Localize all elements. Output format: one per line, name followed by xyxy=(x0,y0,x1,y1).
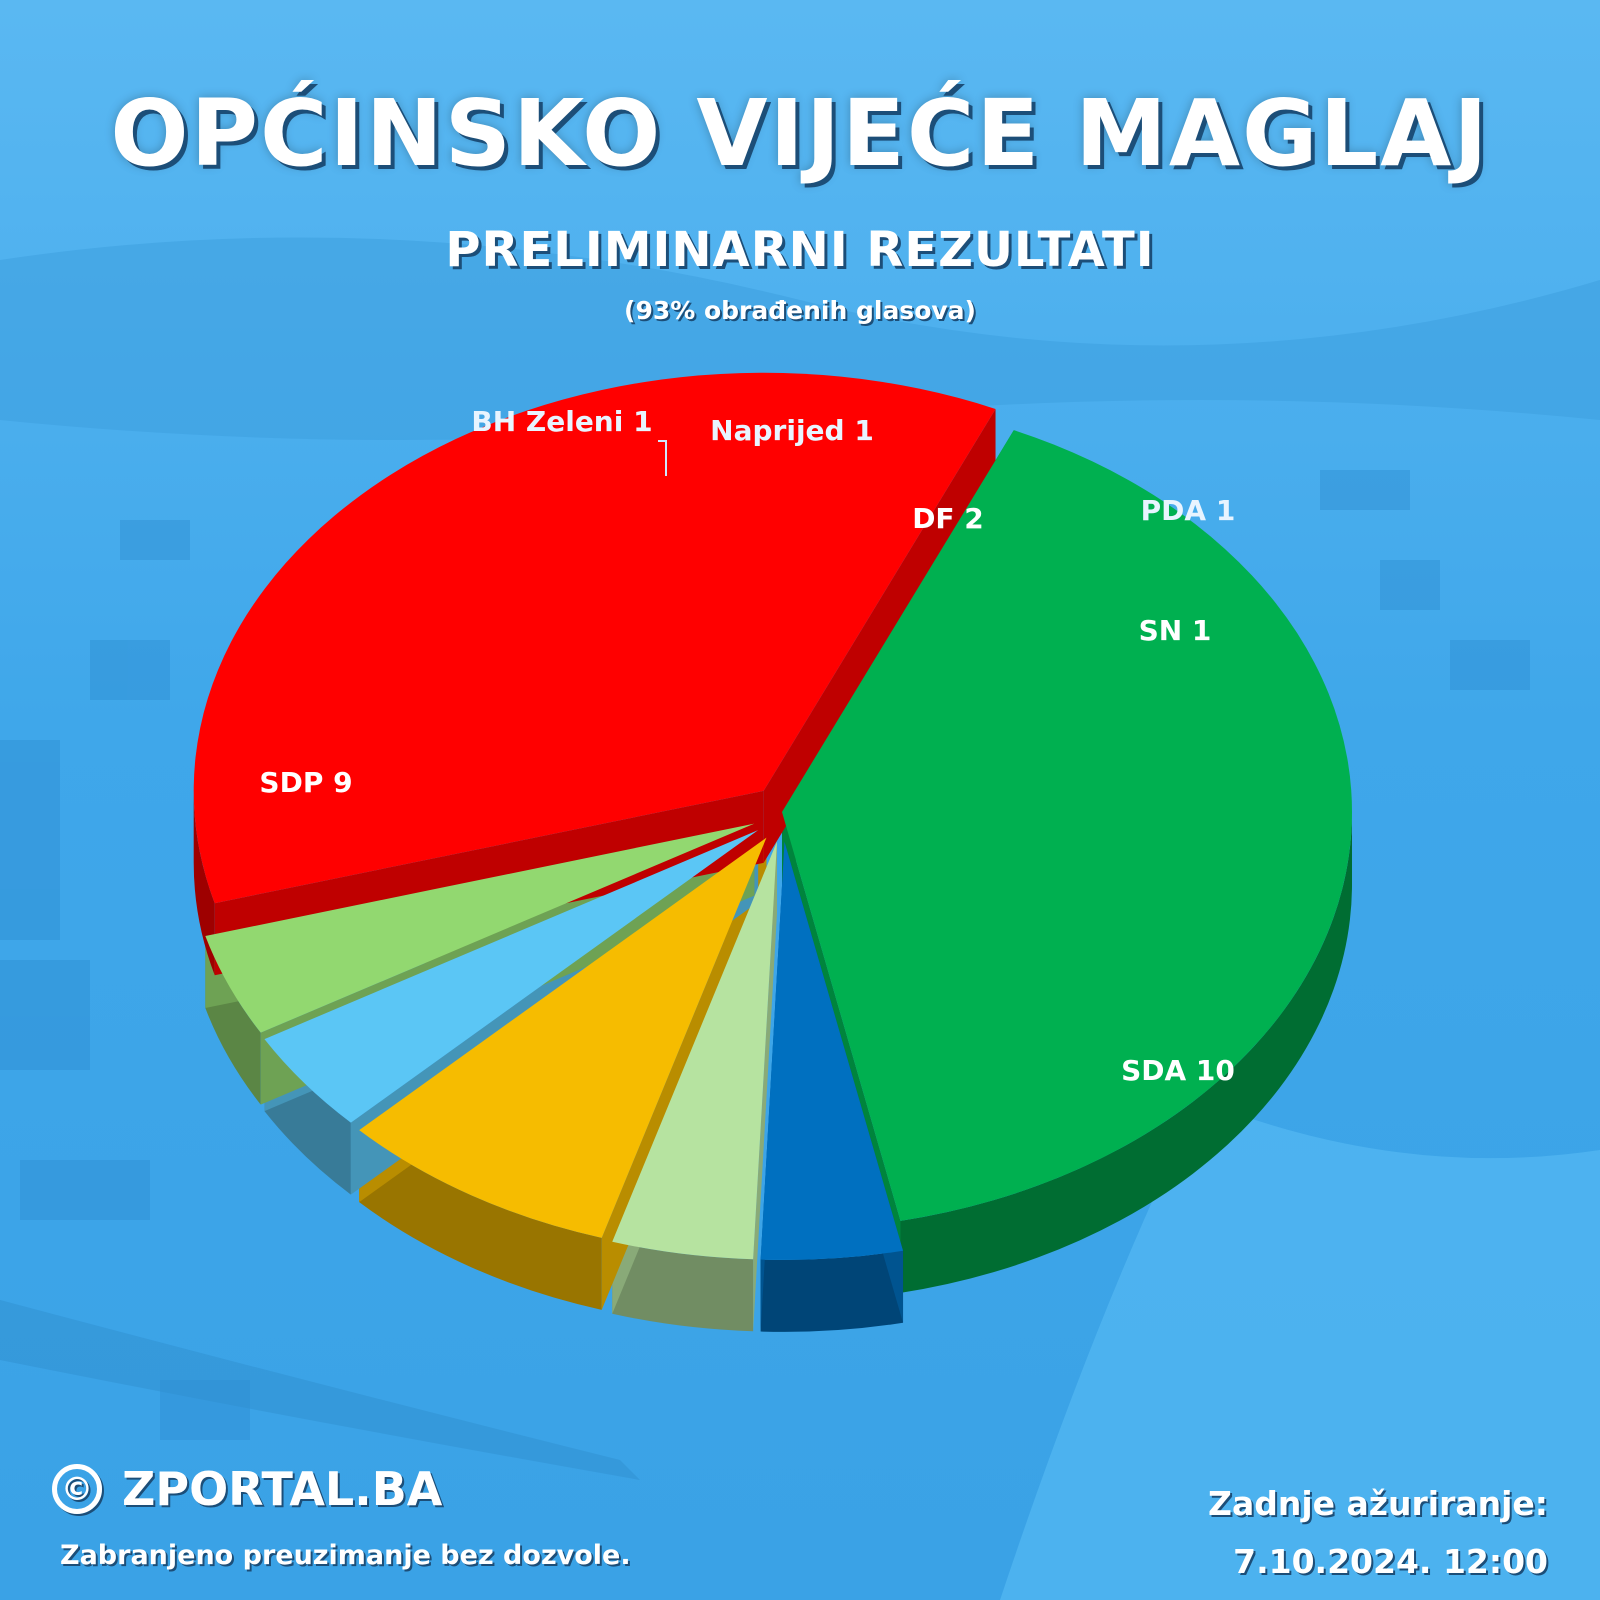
pie-slice-sda xyxy=(782,430,1353,1221)
data-label-sda: SDA 10 xyxy=(1121,1054,1235,1087)
brand: © ZPORTAL.BA xyxy=(52,1462,442,1516)
data-label-naprijed: Naprijed 1 xyxy=(710,414,874,447)
processed-votes-note: (93% obrađenih glasova) xyxy=(624,296,976,325)
slice-wall xyxy=(760,1250,904,1332)
slice-wall xyxy=(900,812,1352,1293)
slice-wall xyxy=(612,1241,754,1332)
last-update-value: 7.10.2024. 12:00 xyxy=(1233,1542,1548,1581)
page-title: OPĆINSKO VIJEĆE MAGLAJ xyxy=(110,80,1490,187)
slice-wall xyxy=(359,1130,602,1310)
pie-slice-bh-zeleni xyxy=(205,823,755,1033)
leader-line xyxy=(658,440,667,476)
last-update-label: Zadnje ažuriranje: xyxy=(1208,1484,1548,1523)
slice-edge xyxy=(753,841,777,1332)
pie-slice-sdp xyxy=(193,372,996,904)
data-label-df: DF 2 xyxy=(912,502,984,535)
pie-slice-naprijed xyxy=(264,830,759,1123)
page-subtitle: PRELIMINARNI REZULTATI xyxy=(445,222,1155,278)
copyright-icon: © xyxy=(52,1464,102,1514)
slice-wall xyxy=(193,790,215,976)
brand-name: ZPORTAL.BA xyxy=(122,1462,443,1516)
pie-slice-sn xyxy=(760,841,904,1260)
data-label-pda: PDA 1 xyxy=(1141,494,1236,527)
data-label-sdp: SDP 9 xyxy=(259,766,352,799)
data-label-sn: SN 1 xyxy=(1139,614,1212,647)
last-update: Zadnje ažuriranje: 7.10.2024. 12:00 xyxy=(1208,1475,1548,1591)
disclaimer: Zabranjeno preuzimanje bez dozvole. xyxy=(60,1540,631,1571)
data-label-bh-zeleni: BH Zeleni 1 xyxy=(471,405,652,438)
pie-slice-pda xyxy=(612,841,777,1260)
pie-slice-df xyxy=(359,837,767,1238)
